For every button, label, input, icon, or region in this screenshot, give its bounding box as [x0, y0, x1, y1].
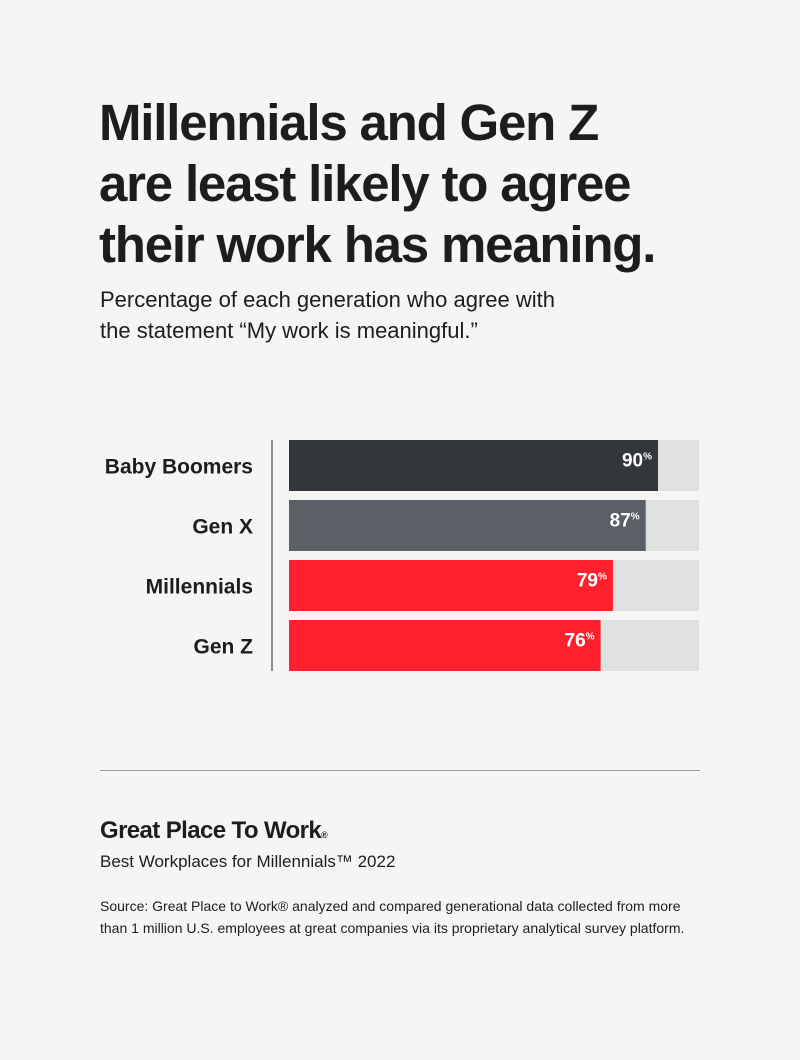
value-label: 76%	[565, 631, 595, 652]
category-label: Millennials	[146, 576, 253, 599]
org-name: Great Place To Work	[100, 817, 322, 844]
bar	[289, 440, 658, 491]
bar-chart: Baby Boomers 90% Gen X 87% Millennials 79% Gen…	[105, 440, 699, 671]
bar	[289, 500, 646, 551]
divider	[100, 770, 700, 771]
category-label: Baby Boomers	[105, 456, 253, 479]
value-label: 90%	[622, 451, 652, 472]
chart-title: Millennials and Gen Z are least likely t…	[99, 94, 656, 273]
value-label: 87%	[610, 511, 640, 532]
chart-subtitle: Percentage of each generation who agree …	[100, 287, 555, 343]
report-title: Best Workplaces for Millennials™ 2022	[100, 852, 396, 871]
value-label: 79%	[577, 571, 607, 592]
bar	[289, 620, 601, 671]
source-note: Source: Great Place to Work® analyzed an…	[100, 898, 685, 936]
org-logo: Great Place To Work®	[100, 817, 328, 845]
category-label: Gen X	[192, 516, 253, 539]
bar	[289, 560, 613, 611]
category-label: Gen Z	[193, 636, 253, 659]
registered-mark: ®	[321, 830, 328, 840]
